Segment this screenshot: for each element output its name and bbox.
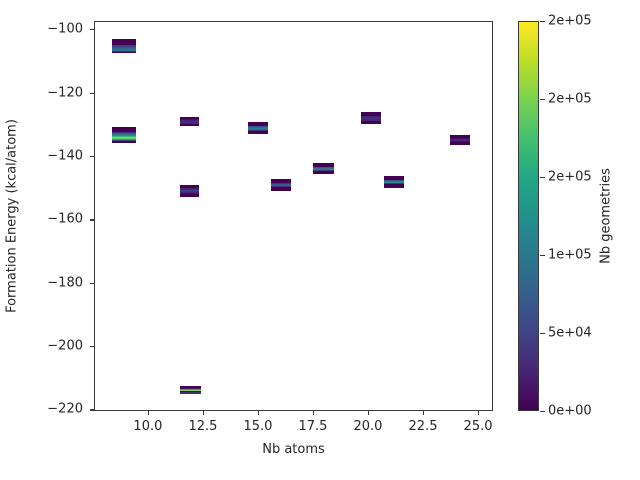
heatmap-marker <box>450 134 471 146</box>
y-tick-mark <box>90 92 94 94</box>
y-tick-label: −120 <box>47 85 83 101</box>
colorbar-tick-label: 0e+00 <box>548 403 592 419</box>
x-tick-label: 10.0 <box>133 419 163 434</box>
x-tick-mark <box>423 411 425 415</box>
x-axis-label: Nb atoms <box>262 442 325 457</box>
x-tick-label: 20.0 <box>353 419 383 434</box>
y-tick-label: −160 <box>47 211 83 227</box>
colorbar-tick-mark <box>539 99 545 101</box>
heatmap-marker <box>179 386 202 395</box>
colorbar-tick-mark <box>539 21 545 23</box>
colorbar-tick-label: 2e+05 <box>548 91 592 107</box>
colorbar-tick-label: 2e+05 <box>548 13 592 29</box>
y-tick-mark <box>90 409 94 411</box>
y-tick-label: −100 <box>47 21 83 37</box>
y-tick-label: −180 <box>47 275 83 291</box>
heatmap-marker <box>271 179 291 192</box>
heatmap-marker <box>360 112 381 125</box>
x-tick-mark <box>147 411 150 415</box>
colorbar-tick-mark <box>539 411 545 413</box>
plot-area <box>94 21 493 411</box>
heatmap-marker <box>312 163 334 175</box>
colorbar-tick-mark <box>539 177 545 179</box>
colorbar-tick-label: 5e+04 <box>548 325 592 341</box>
y-tick-mark <box>90 282 94 284</box>
x-tick-label: 22.5 <box>408 419 438 434</box>
y-tick-label: −220 <box>47 401 83 417</box>
x-tick-label: 15.0 <box>243 419 273 434</box>
x-tick-mark <box>312 411 315 415</box>
colorbar <box>518 21 539 411</box>
heatmap-marker <box>384 176 405 189</box>
colorbar-tick-label: 2e+05 <box>548 169 592 185</box>
y-tick-mark <box>90 29 94 31</box>
x-tick-mark <box>367 411 370 415</box>
y-tick-label: −140 <box>47 148 83 164</box>
y-axis-tick-labels: −100 −120 −140 −160 −180 −200 −220 <box>0 21 87 417</box>
x-tick-label: 25.0 <box>463 419 493 434</box>
heatmap-marker <box>111 127 136 144</box>
x-tick-mark <box>202 411 205 415</box>
colorbar-tick-mark <box>539 333 545 335</box>
x-axis-tick-labels: 10.0 12.5 15.0 17.5 20.0 22.5 25.0 <box>94 417 493 435</box>
y-tick-mark <box>90 155 94 158</box>
x-tick-label: 17.5 <box>298 419 328 434</box>
x-tick-mark <box>257 411 260 415</box>
colorbar-tick-label: 1e+05 <box>548 247 592 263</box>
y-tick-mark <box>90 346 94 348</box>
heatmap-marker <box>179 185 200 198</box>
colorbar-tick-labels: 0e+00 5e+04 1e+05 2e+05 2e+05 2e+05 <box>539 14 639 419</box>
heatmap-marker <box>179 116 200 127</box>
heatmap-marker <box>111 38 136 53</box>
colorbar-tick-mark <box>539 255 545 257</box>
x-tick-label: 12.5 <box>188 419 218 434</box>
x-tick-mark <box>478 411 480 415</box>
y-tick-mark <box>90 219 94 221</box>
y-tick-label: −200 <box>47 338 83 354</box>
heatmap-marker <box>248 121 268 134</box>
